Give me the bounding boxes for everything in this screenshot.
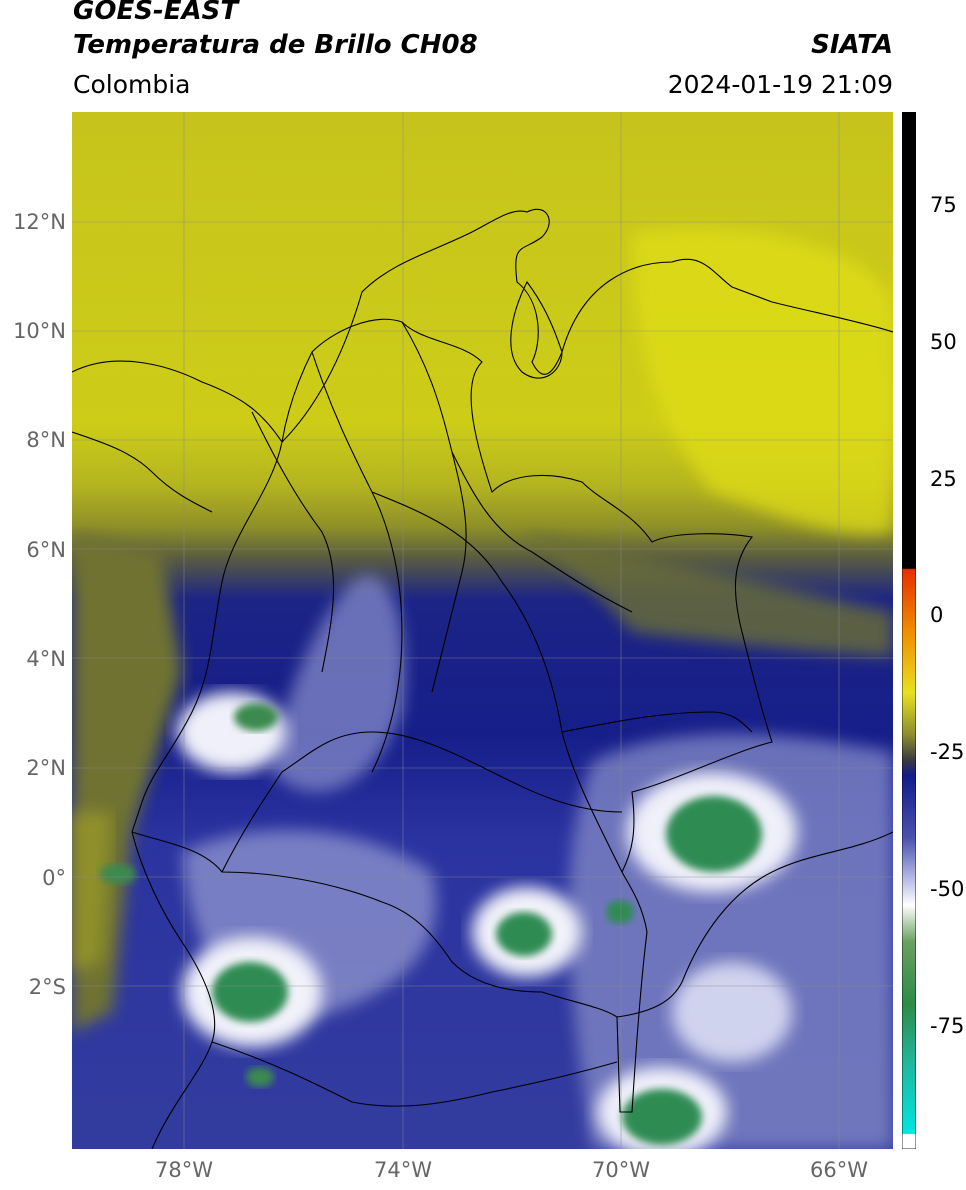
colorbar-tick-neg25: -25 (930, 740, 965, 764)
lat-label-2s: 2°S (28, 975, 66, 999)
colorbar-tick-neg75: -75 (930, 1014, 965, 1038)
colorbar (902, 112, 916, 1149)
colorbar-tick-0: 0 (930, 603, 944, 627)
lat-label-8n: 8°N (26, 428, 66, 452)
lon-label-78w: 78°W (155, 1158, 213, 1182)
colorbar-tick-25: 25 (930, 467, 957, 491)
colorbar-tick-75: 75 (930, 193, 957, 217)
lat-label-12n: 12°N (13, 210, 66, 234)
lon-label-66w: 66°W (810, 1158, 868, 1182)
region-label: Colombia (73, 70, 191, 99)
product-subtitle: Temperatura de Brillo CH08 (73, 30, 478, 60)
lat-label-2n: 2°N (26, 756, 66, 780)
timestamp-label: 2024-01-19 21:09 (667, 70, 893, 99)
satellite-map (72, 112, 893, 1149)
product-title: GOES-EAST (73, 0, 239, 26)
colorbar-tick-neg50: -50 (930, 877, 965, 901)
colorbar-tick-50: 50 (930, 330, 957, 354)
lat-label-10n: 10°N (13, 319, 66, 343)
lat-label-6n: 6°N (26, 538, 66, 562)
lon-label-74w: 74°W (374, 1158, 432, 1182)
lat-label-0: 0° (42, 866, 66, 890)
brand-label: SIATA (811, 30, 893, 60)
lon-label-70w: 70°W (592, 1158, 650, 1182)
lat-label-4n: 4°N (26, 647, 66, 671)
